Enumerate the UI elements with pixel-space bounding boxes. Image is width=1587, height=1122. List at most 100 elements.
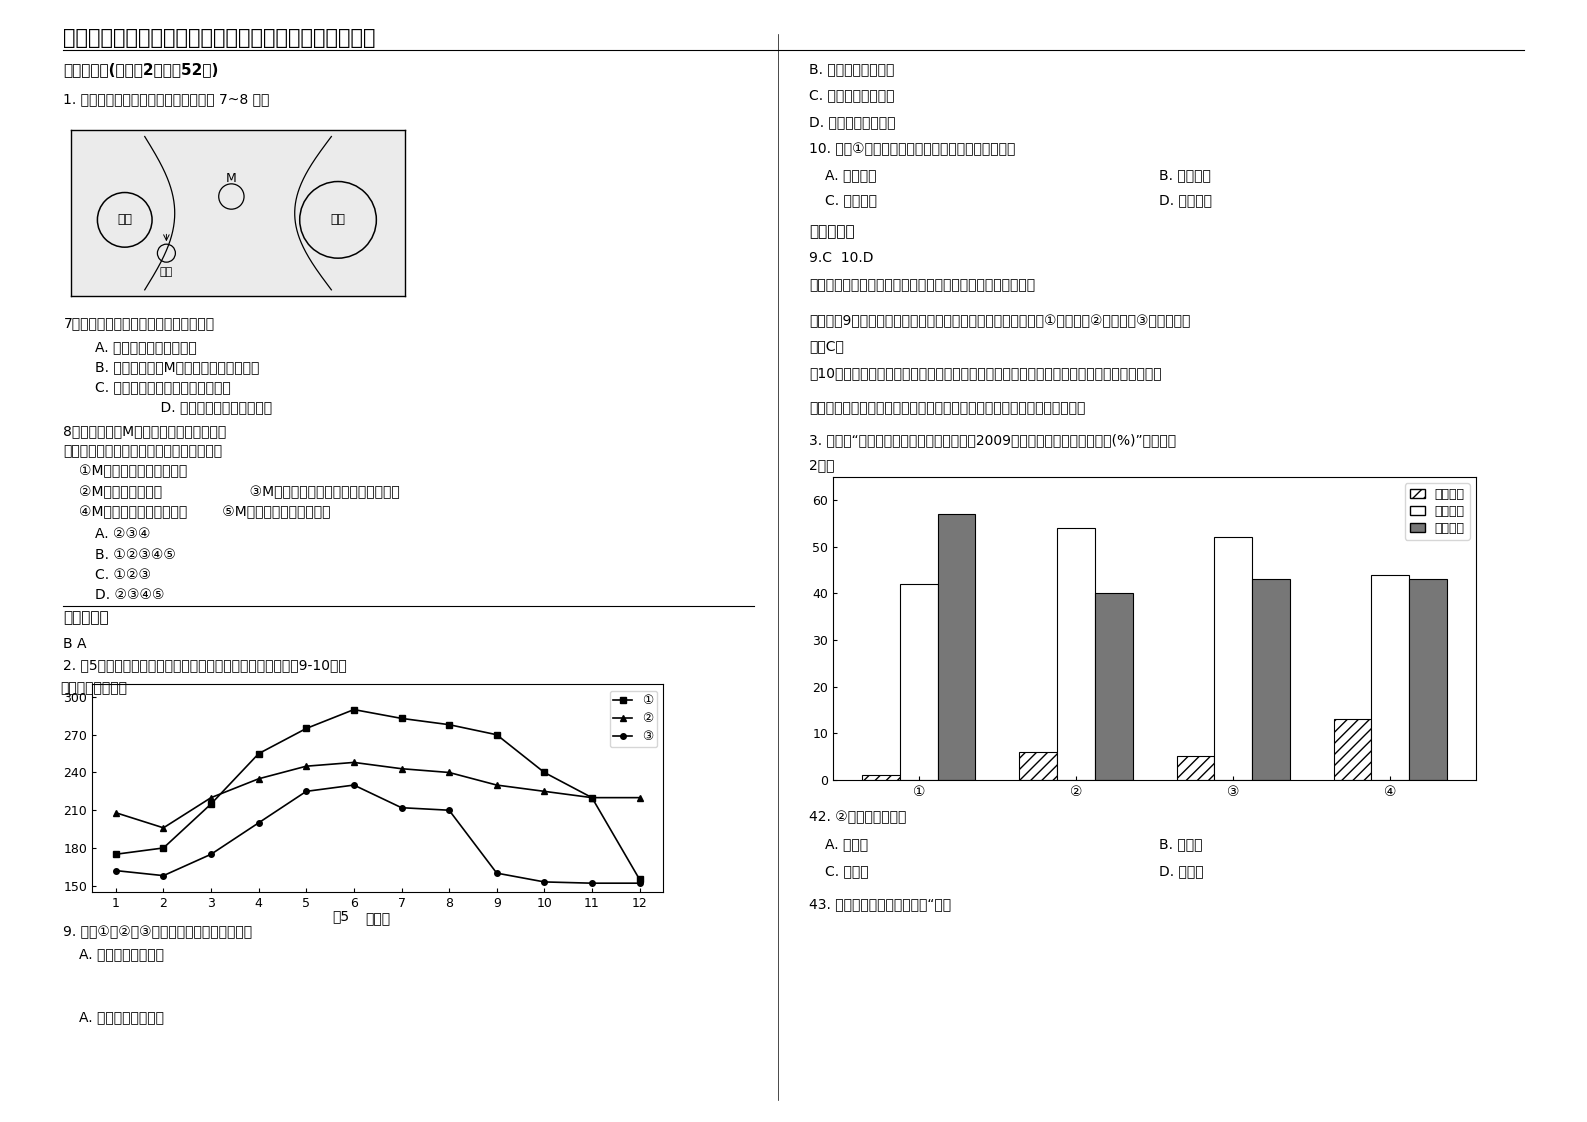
Text: 参考答案：: 参考答案： — [809, 224, 855, 239]
③ — [392, 801, 411, 815]
Text: 安徽省黄山市岔口镇中学高三地理上学期期末试题含解析: 安徽省黄山市岔口镇中学高三地理上学期期末试题含解析 — [63, 28, 376, 48]
Text: 日照时数（小时）: 日照时数（小时） — [60, 681, 127, 695]
Legend: ①, ②, ③: ①, ②, ③ — [609, 691, 657, 747]
Text: 参考答案：: 参考答案： — [63, 610, 110, 625]
Text: C. 新疆、青海、陕西: C. 新疆、青海、陕西 — [809, 89, 895, 102]
② — [297, 760, 316, 773]
③ — [154, 868, 173, 882]
② — [202, 791, 221, 804]
① — [487, 728, 506, 742]
② — [440, 765, 459, 779]
② — [249, 772, 268, 785]
Text: 故选C。: 故选C。 — [809, 339, 844, 352]
Bar — [862, 775, 900, 780]
② — [535, 784, 554, 798]
Text: A. 这四个天体的级别相同: A. 这四个天体的级别相同 — [95, 340, 197, 353]
Text: B A: B A — [63, 637, 87, 651]
① — [106, 847, 125, 861]
Text: A. 海陆位置: A. 海陆位置 — [825, 168, 876, 182]
Text: A. 青海、陕西、新疆: A. 青海、陕西、新疆 — [79, 947, 165, 960]
① — [297, 721, 316, 735]
Bar — [1409, 579, 1447, 780]
Text: 一、选择题(每小题2分，內52分): 一、选择题(每小题2分，內52分) — [63, 62, 219, 76]
Text: A. 广东省: A. 广东省 — [825, 837, 868, 850]
① — [582, 791, 601, 804]
Text: B. 海拔高度: B. 海拔高度 — [1159, 168, 1211, 182]
③ — [582, 876, 601, 890]
Text: A. ②③④: A. ②③④ — [95, 527, 151, 541]
Text: 7、关于图中四个天体的说法，正确的是: 7、关于图中四个天体的说法，正确的是 — [63, 316, 214, 330]
Text: 43. 广东、湖南两省大力推进“泛珠: 43. 广东、湖南两省大力推进“泛珠 — [809, 898, 952, 911]
① — [440, 718, 459, 732]
Text: B. ①②③④⑤: B. ①②③④⑤ — [95, 548, 176, 561]
Text: 10. 影响①省（区）日照时数逐月变化的主要因素是: 10. 影响①省（区）日照时数逐月变化的主要因素是 — [809, 142, 1016, 156]
Line: ②: ② — [113, 760, 643, 830]
Bar — [1252, 579, 1290, 780]
Text: 解析：第9题，新疆太阳辐射最强，陕西太阳辐射最弱，因此，①是新疆、②是青海、③是陕西。，: 解析：第9题，新疆太阳辐射最强，陕西太阳辐射最弱，因此，①是新疆、②是青海、③是… — [809, 314, 1190, 328]
② — [630, 791, 649, 804]
X-axis label: （月）: （月） — [365, 912, 390, 927]
① — [202, 798, 221, 811]
③ — [106, 864, 125, 877]
① — [392, 711, 411, 725]
Text: D. 昼夜长短: D. 昼夜长短 — [1159, 193, 1211, 206]
Line: ③: ③ — [113, 782, 643, 886]
Bar — [1095, 594, 1133, 780]
② — [487, 779, 506, 792]
Bar — [938, 514, 976, 780]
Bar — [1371, 574, 1409, 780]
Text: 【知识点】本题主要考察日照时数的影响因素以及读图能力。: 【知识点】本题主要考察日照时数的影响因素以及读图能力。 — [809, 278, 1035, 292]
Bar — [1214, 537, 1252, 780]
③ — [535, 875, 554, 889]
① — [535, 765, 554, 779]
Text: D. ②③④⑤: D. ②③④⑤ — [95, 588, 165, 601]
Text: 图5: 图5 — [333, 909, 349, 922]
Text: 3. 下图为“上海、江苏、广东、湖南四省帪2009年地区生产总値产业构成图(%)”读图完成: 3. 下图为“上海、江苏、广东、湖南四省帪2009年地区生产总値产业构成图(%)… — [809, 433, 1176, 447]
① — [344, 702, 363, 716]
① — [630, 873, 649, 886]
Text: 第10题，读图可以看出，夏季新疆太阳辐射较强，冬季较少，因此昼夜长短是主要影响因素。: 第10题，读图可以看出，夏季新疆太阳辐射较强，冬季较少，因此昼夜长短是主要影响因… — [809, 366, 1162, 379]
Bar — [1019, 752, 1057, 780]
② — [344, 756, 363, 770]
Text: 1. 读某个时刻太阳系局部示意图，完成 7~8 题。: 1. 读某个时刻太阳系局部示意图，完成 7~8 题。 — [63, 92, 270, 105]
Text: ①M星球上是否有火山活动: ①M星球上是否有火山活动 — [79, 465, 187, 478]
Text: C. ①②③: C. ①②③ — [95, 568, 151, 581]
Text: D. 陕西、青海、新疆: D. 陕西、青海、新疆 — [809, 116, 897, 129]
③ — [440, 803, 459, 817]
Text: B. 新疆、陕西、青海: B. 新疆、陕西、青海 — [809, 62, 895, 75]
Text: M: M — [225, 172, 236, 185]
③ — [487, 866, 506, 880]
③ — [344, 779, 363, 792]
Text: 地球: 地球 — [117, 213, 132, 227]
Text: ④M星球上的温度是否适宜        ⑤M星球是否围绕太阳公转: ④M星球上的温度是否适宜 ⑤M星球是否围绕太阳公转 — [79, 505, 330, 518]
② — [154, 821, 173, 835]
Bar — [1333, 719, 1371, 780]
Text: B. 小行星带位于M星轨道和木星轨道之间: B. 小行星带位于M星轨道和木星轨道之间 — [95, 360, 260, 374]
③ — [630, 876, 649, 890]
Text: 2题。: 2题。 — [809, 458, 835, 471]
② — [392, 762, 411, 775]
③ — [202, 847, 221, 861]
Bar — [900, 585, 938, 780]
Text: D. 江苏省: D. 江苏省 — [1159, 864, 1203, 877]
③ — [297, 784, 316, 798]
② — [582, 791, 601, 804]
Text: B. 湖南省: B. 湖南省 — [1159, 837, 1201, 850]
Text: C. 此刻地球上可能会出现日食现象: C. 此刻地球上可能会出现日食现象 — [95, 380, 232, 394]
Text: 2. 图5示意我国部分省级行政区日照时数逐月变化。读图完成9-10题。: 2. 图5示意我国部分省级行政区日照时数逐月变化。读图完成9-10题。 — [63, 659, 348, 672]
Text: 8、有人想了解M星球上是否有生物存在，: 8、有人想了解M星球上是否有生物存在， — [63, 424, 227, 438]
③ — [249, 816, 268, 829]
Legend: 第一产业, 第二产业, 第三产业: 第一产业, 第二产业, 第三产业 — [1404, 484, 1470, 540]
Text: 42. ②所表示的省区是: 42. ②所表示的省区是 — [809, 810, 906, 824]
Text: C. 天气状况: C. 天气状况 — [825, 193, 878, 206]
① — [249, 747, 268, 761]
Text: D. 地球是太阳系的中心天体: D. 地球是太阳系的中心天体 — [143, 401, 271, 414]
Text: 木星: 木星 — [330, 213, 346, 227]
Bar — [1176, 756, 1214, 780]
Bar — [1057, 528, 1095, 780]
① — [154, 842, 173, 855]
Text: 9. 图中①、②、③所代表的省级行政区依次为: 9. 图中①、②、③所代表的省级行政区依次为 — [63, 926, 252, 939]
Text: 月球: 月球 — [160, 267, 173, 277]
Text: 【思路点拨】日照的时数与海拔高低、天气、昼夜长短、污染等因素有关。: 【思路点拨】日照的时数与海拔高低、天气、昼夜长短、污染等因素有关。 — [809, 402, 1086, 415]
Text: C. 上海市: C. 上海市 — [825, 864, 868, 877]
